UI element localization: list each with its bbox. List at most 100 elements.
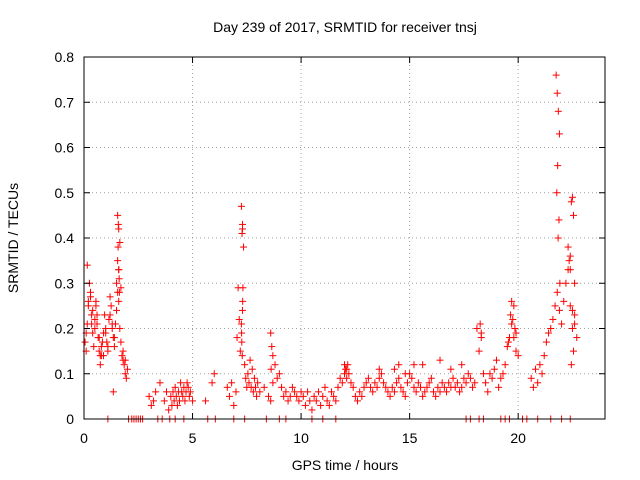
data-point [349, 383, 357, 391]
data-point [568, 306, 576, 314]
data-point [447, 365, 455, 373]
data-point [96, 361, 104, 369]
data-point [317, 401, 325, 409]
data-point [306, 397, 314, 405]
data-point [202, 397, 210, 405]
data-point [568, 325, 576, 332]
data-point [501, 361, 509, 369]
data-point [245, 379, 253, 387]
data-point [549, 315, 557, 323]
data-point [117, 284, 125, 292]
y-tick-label: 0.1 [55, 366, 75, 382]
data-point [267, 329, 275, 337]
data-point [336, 374, 344, 382]
data-point [377, 370, 385, 378]
data-point [568, 193, 576, 201]
data-point [117, 338, 125, 346]
data-point [449, 374, 457, 382]
data-point [260, 383, 268, 391]
data-point [239, 297, 247, 305]
data-point [310, 392, 318, 400]
data-point [147, 401, 155, 409]
data-point [254, 379, 262, 387]
data-point [110, 334, 118, 342]
data-point [269, 379, 277, 387]
data-point [295, 397, 303, 405]
data-point [532, 365, 540, 373]
data-point [177, 379, 185, 387]
x-tick-label: 5 [189, 430, 197, 446]
data-point [271, 361, 279, 369]
data-point [408, 374, 416, 382]
data-point [547, 325, 555, 332]
data-point [248, 365, 256, 373]
x-tick-label: 10 [293, 430, 309, 446]
data-point [443, 388, 451, 396]
data-point [210, 370, 218, 378]
data-point [241, 361, 249, 369]
data-point [375, 365, 383, 373]
data-point [416, 383, 424, 391]
y-tick-label: 0.5 [55, 185, 75, 201]
data-point [334, 383, 342, 391]
data-point [332, 397, 340, 405]
data-point [545, 329, 553, 337]
data-point [538, 370, 546, 378]
y-tick-label: 0 [66, 411, 74, 427]
data-point [291, 388, 299, 396]
data-point [89, 306, 97, 314]
data-point [401, 370, 409, 378]
data-point [456, 388, 464, 396]
data-point [240, 243, 248, 251]
data-point [512, 329, 520, 337]
data-point [344, 361, 352, 369]
data-point [160, 397, 168, 405]
data-point [236, 347, 244, 355]
data-point [244, 370, 252, 378]
data-point [384, 388, 392, 396]
data-point [238, 306, 246, 314]
data-point [476, 320, 484, 328]
data-point [430, 388, 438, 396]
data-point [390, 365, 398, 373]
data-point [319, 392, 327, 400]
data-point [560, 297, 568, 305]
data-point [104, 343, 112, 351]
data-point [571, 311, 579, 319]
data-point [165, 406, 173, 414]
data-point [401, 392, 409, 400]
data-point [249, 388, 257, 396]
data-point [304, 388, 312, 396]
data-point [367, 383, 375, 391]
data-point [282, 388, 290, 396]
data-point [223, 383, 231, 391]
data-point [97, 343, 105, 351]
data-point [571, 279, 579, 287]
data-point [503, 343, 511, 351]
data-point [120, 361, 128, 369]
data-point [280, 392, 288, 400]
data-point [507, 311, 515, 319]
data-point [92, 297, 100, 305]
data-point [105, 315, 113, 323]
data-point [173, 401, 181, 409]
data-point [382, 383, 390, 391]
data-point [565, 257, 573, 265]
data-point [354, 397, 362, 405]
data-point [510, 302, 518, 310]
data-point [473, 325, 481, 332]
data-point [278, 383, 286, 391]
data-point [113, 306, 121, 314]
data-point [246, 356, 254, 364]
y-tick-label: 0.4 [55, 230, 75, 246]
data-point [484, 388, 492, 396]
x-tick-label: 0 [80, 430, 88, 446]
data-point [299, 392, 307, 400]
data-point [555, 306, 563, 314]
data-point [181, 397, 189, 405]
data-point [552, 71, 560, 79]
data-point [466, 374, 474, 382]
data-point [321, 383, 329, 391]
data-point [358, 392, 366, 400]
